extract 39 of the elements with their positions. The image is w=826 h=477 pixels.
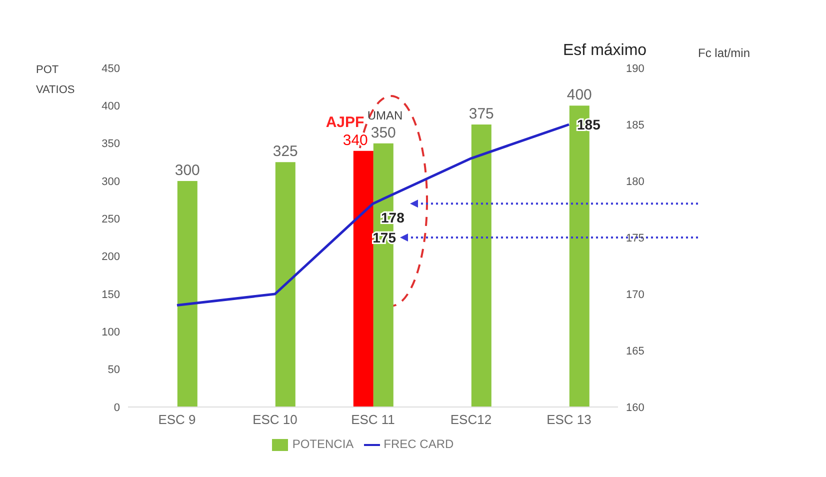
bar: [471, 124, 492, 407]
bar: [353, 150, 374, 407]
y2-tick-label: 185: [626, 119, 644, 132]
y-tick-label: 350: [102, 138, 120, 150]
y2-tick-label: 175: [626, 232, 644, 244]
data-label: 375: [468, 106, 494, 122]
y-tick-label: 200: [102, 251, 120, 264]
legend-label: FREC CARD: [384, 437, 454, 452]
annotation: UMAN: [367, 108, 403, 122]
annotation: AJPF: [326, 114, 364, 131]
y2-tick-label: 160: [626, 402, 644, 414]
bar: [275, 162, 296, 407]
y-tick-label: 250: [102, 214, 120, 226]
x-tick-label: ESC 13: [546, 412, 592, 428]
data-label: 325: [272, 143, 298, 160]
y-tick-label: 400: [102, 100, 120, 113]
data-label: 300: [174, 162, 200, 179]
legend-label: POTENCIA: [292, 437, 354, 452]
y2-tick-label: 180: [626, 176, 644, 188]
y2-axis-title: Fc lat/min: [698, 46, 750, 60]
x-tick-label: ESC 9: [158, 412, 196, 428]
data-label: 400: [566, 86, 592, 104]
data-label: 350: [370, 124, 396, 142]
x-tick-label: ESC 11: [351, 412, 395, 428]
y-tick-label: 150: [102, 288, 120, 301]
y-axis-title: POT VATIOS: [36, 63, 76, 98]
y-tick-label: 450: [102, 62, 120, 75]
y2-tick-label: 190: [626, 62, 644, 75]
bar: [177, 181, 198, 407]
x-tick-label: ESC12: [450, 412, 492, 428]
y2-tick-label: 165: [626, 345, 644, 358]
y-tick-label: 0: [114, 402, 120, 414]
y-tick-label: 100: [102, 326, 120, 339]
text: Esf máximo: [563, 42, 647, 60]
data-label: 340: [342, 132, 368, 149]
y-tick-label: 300: [102, 176, 120, 188]
x-tick-label: ESC 10: [252, 412, 298, 428]
y-tick-label: 50: [108, 364, 120, 376]
y2-tick-label: 170: [626, 288, 644, 301]
